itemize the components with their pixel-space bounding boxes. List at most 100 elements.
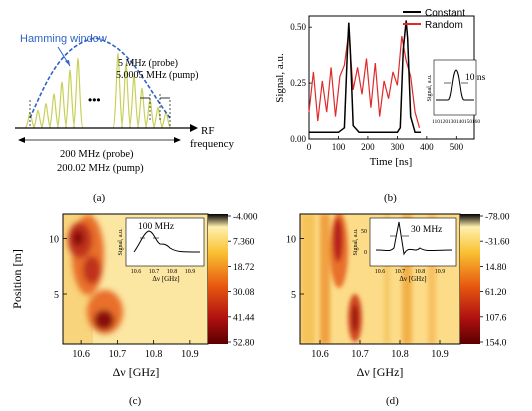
y-tick-label: 5 — [54, 290, 59, 301]
center-dots: ••• — [88, 93, 101, 107]
hamming-window-curve — [29, 37, 171, 119]
heatmap-band — [320, 214, 330, 344]
x-tick-label: 10.6 — [72, 349, 90, 360]
x-tick-label-b: 100 — [332, 142, 346, 152]
inset-x-tick-label-c: 10.9 — [185, 269, 196, 275]
comb-tone — [160, 111, 172, 129]
inset-x-ticks-d: 10.6 10.7 10.8 10.9 — [375, 269, 446, 275]
heatmap-c — [63, 214, 208, 344]
colorbar-tick-label: -78.00 — [485, 213, 510, 223]
comb-tone — [112, 52, 124, 129]
colorbar-tick-label: -31.60 — [485, 238, 510, 248]
x-tick-label: 10.7 — [351, 349, 369, 360]
heatmap-features — [68, 215, 123, 334]
x-tick-label: 10.9 — [181, 349, 199, 360]
colorbar-tick-label: 154.0 — [485, 339, 507, 349]
axes-c: 10.6 10.7 10.8 10.9 10 5 — [49, 234, 199, 360]
span-arrowhead-right — [174, 137, 181, 143]
x-axis-label-b: Time [ns] — [370, 156, 413, 168]
comb-tone — [152, 106, 164, 129]
y-axis-label-c: Position [m] — [10, 249, 24, 309]
caption-a: (a) — [93, 192, 106, 204]
colorbar-tick-label: 14.80 — [485, 263, 507, 273]
inset-x-tick-label-c: 10.6 — [131, 269, 142, 275]
comb-tone — [40, 103, 52, 129]
colorbar-tick-label: 30.08 — [233, 288, 255, 298]
tone-spacing-probe: 5 MHz (probe) — [118, 58, 178, 69]
panel-c: 10.6 10.7 10.8 10.9 10 5 -4.000 7.360 18.72 30.0… — [10, 213, 258, 408]
caption-c: (c) — [129, 395, 142, 407]
inset-curve-c — [133, 230, 201, 253]
comb-tone — [32, 109, 44, 129]
inset-c: 100 MHz Signal, a.u. 10.6 10.7 10.8 10.9 Δν… — [118, 217, 205, 283]
inset-label-b: 10 ns — [465, 73, 486, 83]
comb-tone — [48, 93, 60, 129]
inset-pulse — [436, 69, 474, 101]
inset-plot-area-b — [433, 59, 477, 116]
colorbar-tick-label: 41.44 — [233, 313, 255, 323]
heatmap-band — [428, 214, 436, 344]
y-axis-label-b: Signal, a.u. — [274, 53, 286, 103]
x-axis-label-d: Δν [GHz] — [357, 365, 404, 379]
inset-ylabel-d: Signal, a.u. — [353, 228, 359, 255]
x-tick-label: 10.9 — [431, 349, 449, 360]
comb-tone — [72, 57, 84, 129]
colorbar-tick-label: 107.6 — [485, 313, 507, 323]
hot-region — [333, 218, 343, 262]
comb-tone — [64, 69, 76, 129]
caption-d: (d) — [386, 395, 399, 407]
series-random-line — [308, 31, 421, 128]
hot-region — [83, 256, 101, 284]
colorbar-c — [208, 214, 228, 344]
x-tick-label: 10.8 — [145, 349, 163, 360]
colorbar-ticks-d: -78.00 -31.60 14.80 61.20 107.6 154.0 — [480, 213, 510, 349]
legend-label-constant: Constant — [425, 8, 465, 19]
colorbar-tick-label: 52.80 — [233, 339, 255, 349]
colorbar-ticks-c: -4.000 7.360 18.72 30.08 41.44 52.80 — [228, 213, 258, 349]
inset-x-tick-label-b: 130 — [448, 119, 457, 125]
legend-b: Constant Random — [403, 8, 465, 31]
inset-x-ticks-b: 110 120 130 140 150 160 — [432, 119, 480, 125]
inset-x-tick-label-d: 10.7 — [395, 269, 406, 275]
inset-x-tick-label-b: 150 — [464, 119, 473, 125]
span-arrowhead-left — [18, 137, 25, 143]
hamming-window-label: Hamming window — [20, 33, 107, 45]
inset-x-tick-label-c: 10.7 — [149, 269, 160, 275]
series-constant-line — [309, 20, 421, 134]
colorbar-tick-label: -4.000 — [233, 213, 258, 223]
y-tick-label-b: 0.50 — [290, 22, 306, 32]
inset-x-tick-label-c: 10.8 — [167, 269, 178, 275]
span-probe: 200 MHz (probe) — [60, 149, 134, 160]
y-tick-label: 10 — [49, 234, 59, 245]
x-tick-label: 10.6 — [311, 349, 329, 360]
inset-ylabel-b: Signal, a.u. — [427, 74, 433, 101]
panel-a: Hamming window ••• 5 MHz (probe) 5.0005 … — [15, 33, 234, 204]
legend-label-random: Random — [425, 20, 463, 31]
comb-tone — [128, 75, 140, 129]
inset-x-tick-label-b: 120 — [440, 119, 449, 125]
x-tick-label-b: 200 — [361, 142, 375, 152]
inset-x-tick-label-d: 10.9 — [435, 269, 446, 275]
comb-tone — [120, 63, 132, 129]
inset-x-tick-label-b: 160 — [472, 119, 481, 125]
inset-x-tick-label-d: 10.8 — [415, 269, 426, 275]
inset-label-c: 100 MHz — [138, 222, 174, 232]
inset-x-tick-label-b: 110 — [432, 119, 440, 125]
x-tick-label: 10.8 — [391, 349, 409, 360]
caption-b: (b) — [384, 192, 397, 204]
frequency-comb — [24, 52, 172, 129]
rf-axis-label-2: frequency — [190, 138, 234, 150]
inset-xlabel-d: Δν [GHz] — [399, 275, 426, 283]
inset-curve-d — [375, 221, 453, 256]
y-tick-label-b: 0.25 — [290, 78, 306, 88]
comb-tone — [56, 81, 68, 129]
inset-ylabel-c: Signal, a.u. — [118, 228, 124, 255]
inset-plot-area-c — [125, 217, 205, 267]
hamming-arrowhead — [65, 60, 70, 66]
axes-b: 0 100 200 300 400 500 0.00 0.25 0.50 — [290, 22, 463, 152]
inset-plot-area-d — [369, 217, 457, 267]
inset-ytick-d: 50 — [361, 229, 367, 235]
x-tick-label-b: 0 — [307, 142, 312, 152]
rf-axis-label: RF — [201, 125, 214, 137]
